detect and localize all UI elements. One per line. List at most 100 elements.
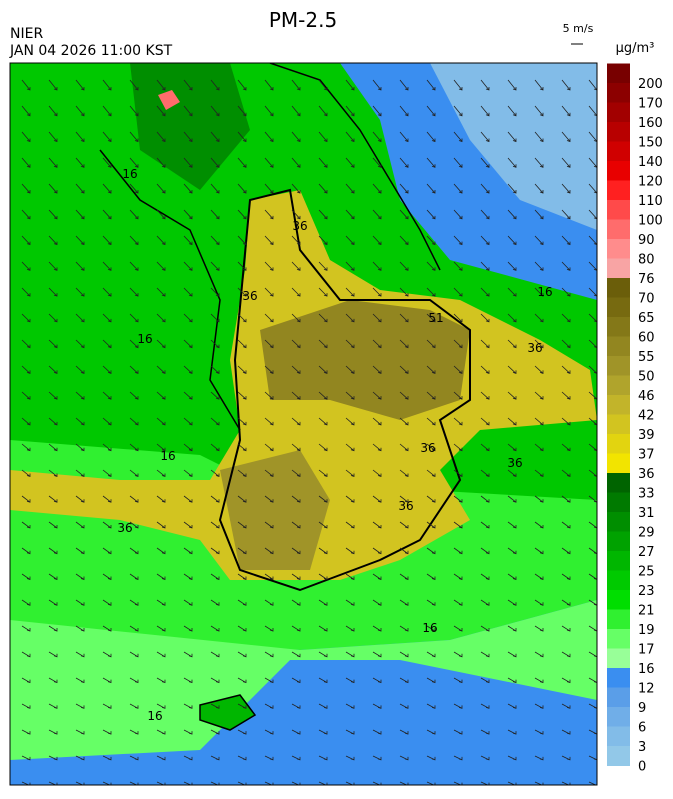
wind-arrow [210,443,220,452]
wind-arrow [399,313,409,323]
wind-arrow [75,443,85,452]
legend-swatch [607,512,630,532]
wind-arrow [156,625,166,632]
wind-arrow [318,495,328,503]
wind-arrow [102,261,112,271]
wind-arrow [534,105,544,117]
wind-arrow [102,703,112,709]
wind-arrow [588,625,597,632]
wind-arrow [426,469,436,478]
wind-arrow [48,235,58,246]
wind-arrow [534,79,544,91]
wind-arrow [210,261,220,271]
wind-arrow [210,105,220,117]
wind-arrow [183,157,193,168]
legend-swatch [607,687,630,708]
wind-arrow [291,677,301,684]
wind-arrow [183,79,193,91]
wind-arrow [534,729,544,735]
wind-arrow [21,417,31,426]
wind-arrow [588,703,597,709]
wind-arrow [345,365,355,374]
wind-arrow [561,235,571,246]
wind-arrow [588,391,597,400]
wind-arrow [237,521,247,529]
wind-arrow [399,599,409,606]
wind-arrow [345,313,355,323]
wind-arrow [588,261,597,271]
wind-arrow [372,703,382,709]
wind-arrow [480,729,490,735]
wind-arrow [102,79,112,91]
wind-arrow [129,599,139,606]
wind-arrow [291,261,301,271]
wind-arrow [48,417,58,426]
wind-arrow [318,79,328,91]
wind-arrow [237,235,247,246]
wind-arrow [399,339,409,349]
wind-arrow [372,625,382,632]
legend-swatch [607,375,630,396]
wind-arrow [291,469,301,478]
wind-arrow [21,339,31,349]
legend-swatch [607,531,630,552]
legend-label: 31 [638,506,655,521]
wind-arrow [372,391,382,400]
wind-arrow [372,183,382,194]
legend-label: 60 [638,331,655,346]
wind-arrow [237,365,247,374]
wind-arrow [318,261,328,271]
wind-arrow [453,651,463,658]
wind-arrow [318,469,328,478]
wind-arrow [399,651,409,658]
wind-arrow [372,209,382,220]
legend-swatch [607,668,630,688]
legend-swatch [607,590,630,610]
wind-arrow [507,287,517,297]
wind-arrow [588,157,597,168]
wind-arrow [210,729,220,735]
wind-arrow [183,677,193,684]
legend-swatch [607,297,630,318]
wind-arrow [318,651,328,658]
wind-arrow [534,261,544,271]
wind-arrow [75,105,85,117]
wind-arrow [561,417,571,426]
wind-arrow [345,261,355,271]
wind-arrow [291,105,301,117]
wind-arrow [210,391,220,400]
legend: 2001701601501401201101009080767065605550… [607,63,663,775]
wind-arrow [21,443,31,452]
wind-arrow [588,313,597,323]
wind-arrow [561,599,571,606]
legend-swatch [607,414,630,435]
wind-arrow [372,417,382,426]
legend-label: 6 [638,721,646,736]
wind-arrow [183,729,193,735]
wind-arrow [399,495,409,503]
wind-arrow [372,547,382,555]
wind-arrow [453,209,463,220]
wind-arrow [291,495,301,503]
legend-swatch [607,453,630,474]
wind-arrow [291,521,301,529]
legend-swatch [607,141,630,162]
wind-arrow [399,469,409,478]
wind-arrow [561,677,571,684]
legend-label: 150 [638,136,663,151]
wind-arrow [372,521,382,529]
contour-label: 36 [292,219,307,233]
contour-label: 36 [398,499,413,513]
legend-label: 23 [638,584,655,599]
wind-arrow [318,105,328,117]
wind-arrow [75,469,85,478]
wind-arrow [534,443,544,452]
wind-arrow [237,79,247,91]
wind-arrow [210,365,220,374]
wind-arrow [264,755,274,761]
wind-arrow [318,157,328,168]
wind-reference: 5 m/s [563,22,594,35]
wind-arrow [210,599,220,606]
wind-arrow [237,339,247,349]
wind-arrow [453,625,463,632]
